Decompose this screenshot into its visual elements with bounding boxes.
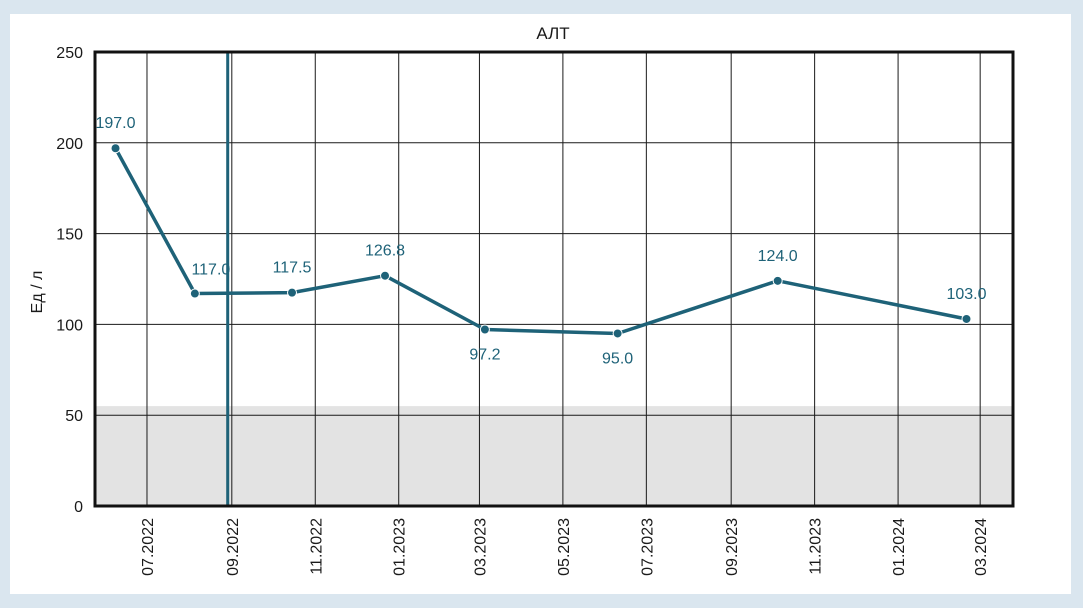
chart-title: АЛТ [536, 24, 569, 43]
data-point [380, 270, 391, 281]
chart-frame: АЛТ Ед / л 0 50 100 150 200 250 07.2022 09.2022… [10, 14, 1071, 594]
x-tick-label: 01.2024 [891, 518, 908, 576]
y-tick-label: 0 [74, 499, 83, 516]
reference-range-band [95, 406, 1013, 506]
alt-line-chart: АЛТ Ед / л 0 50 100 150 200 250 07.2022 09.2022… [29, 24, 1015, 576]
data-label: 97.2 [469, 346, 500, 363]
x-tick-label: 11.2022 [308, 518, 325, 575]
plot-border [93, 50, 1015, 508]
y-tick-label: 100 [56, 317, 83, 334]
data-point [772, 275, 783, 286]
data-point [110, 143, 121, 154]
x-tick-label: 05.2023 [556, 518, 573, 576]
plot-area: 0 50 100 150 200 250 07.2022 09.2022 11.2022 01.2… [56, 45, 1015, 576]
data-label: 117.0 [191, 262, 230, 279]
x-tick-label: 09.2023 [724, 518, 741, 576]
y-tick-label: 250 [56, 45, 83, 62]
data-point [189, 288, 200, 299]
data-label: 95.0 [602, 350, 633, 367]
data-label: 117.5 [273, 260, 312, 277]
y-tick-label: 150 [56, 227, 83, 244]
series-line [113, 147, 967, 336]
x-tick-label: 07.2022 [140, 518, 157, 576]
x-tick-label: 11.2023 [808, 518, 825, 575]
y-tick-label: 200 [56, 136, 83, 153]
data-label: 124.0 [758, 248, 798, 265]
data-label: 197.0 [95, 115, 135, 132]
data-point [612, 328, 623, 339]
data-point [479, 324, 490, 335]
x-tick-label: 07.2023 [639, 518, 656, 576]
x-tick-label: 03.2023 [472, 518, 489, 576]
data-point [961, 313, 972, 324]
y-axis-label: Ед / л [29, 271, 46, 314]
x-tick-label: 01.2023 [392, 518, 409, 576]
data-label: 126.8 [365, 243, 405, 260]
data-point [287, 287, 298, 298]
data-label: 103.0 [946, 286, 986, 303]
y-tick-label: 50 [65, 408, 83, 425]
x-tick-label: 03.2024 [973, 518, 990, 576]
x-tick-label: 09.2022 [225, 518, 242, 576]
